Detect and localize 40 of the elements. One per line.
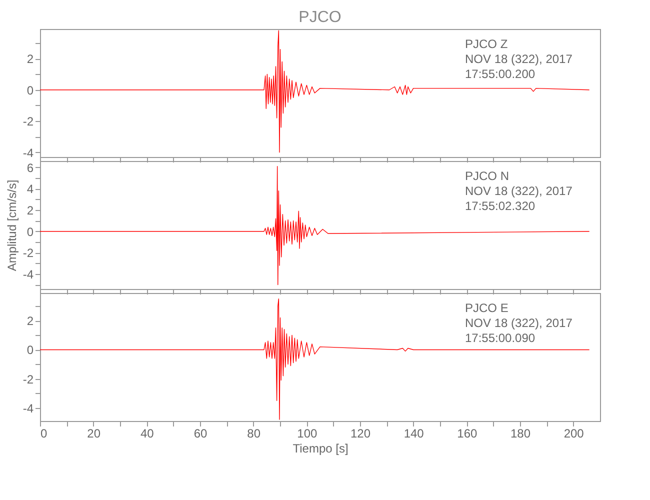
x-tick-label: 20 xyxy=(87,426,101,440)
x-tick-label: 80 xyxy=(247,426,261,440)
y-tick-label: -4 xyxy=(22,401,34,416)
annotation: NOV 18 (322), 2017 xyxy=(465,184,573,198)
y-tick-label: 2 xyxy=(26,52,34,66)
x-axis-title: Tiempo [s] xyxy=(292,442,348,456)
annotation: PJCO Z xyxy=(465,37,508,51)
y-tick-label: 6 xyxy=(26,160,34,175)
annotation: 17:55:02.320 xyxy=(465,199,536,213)
y-tick-label: -4 xyxy=(22,268,34,282)
annotation: 17:55:00.200 xyxy=(465,67,536,81)
line-series xyxy=(40,166,590,286)
line-series xyxy=(40,30,590,153)
x-tick-label: 160 xyxy=(457,426,478,440)
x-tick-label: 100 xyxy=(297,426,318,440)
annotation: PJCO N xyxy=(465,169,510,183)
y-tick-label: 2 xyxy=(26,204,34,218)
x-tick-label: 140 xyxy=(404,426,424,440)
annotation: NOV 18 (322), 2017 xyxy=(465,52,573,66)
y-tick-label: 4 xyxy=(26,182,34,196)
y-tick-label: -2 xyxy=(22,372,34,386)
annotation: NOV 18 (322), 2017 xyxy=(465,316,573,330)
x-tick-label: 120 xyxy=(350,426,371,440)
y-tick-label: -2 xyxy=(22,114,34,129)
annotation: PJCO E xyxy=(465,301,508,315)
x-tick-label: 0 xyxy=(40,426,48,440)
chart-title: PJCO xyxy=(298,9,342,26)
y-tick-label: 0 xyxy=(26,83,34,98)
y-tick-label: -2 xyxy=(22,246,34,260)
y-tick-label: 0 xyxy=(26,343,34,358)
x-tick-label: 200 xyxy=(564,426,584,440)
y-axis-title: Amplitud [cm/s/s] xyxy=(4,180,19,272)
y-tick-label: -4 xyxy=(22,146,34,160)
x-tick-label: 40 xyxy=(140,426,154,440)
annotation: 17:55:00.090 xyxy=(465,331,536,345)
x-tick-label: 180 xyxy=(510,426,531,440)
y-tick-label: 2 xyxy=(26,314,34,328)
x-tick-label: 60 xyxy=(194,426,208,440)
line-series xyxy=(40,298,590,420)
y-tick-label: 0 xyxy=(26,224,34,239)
